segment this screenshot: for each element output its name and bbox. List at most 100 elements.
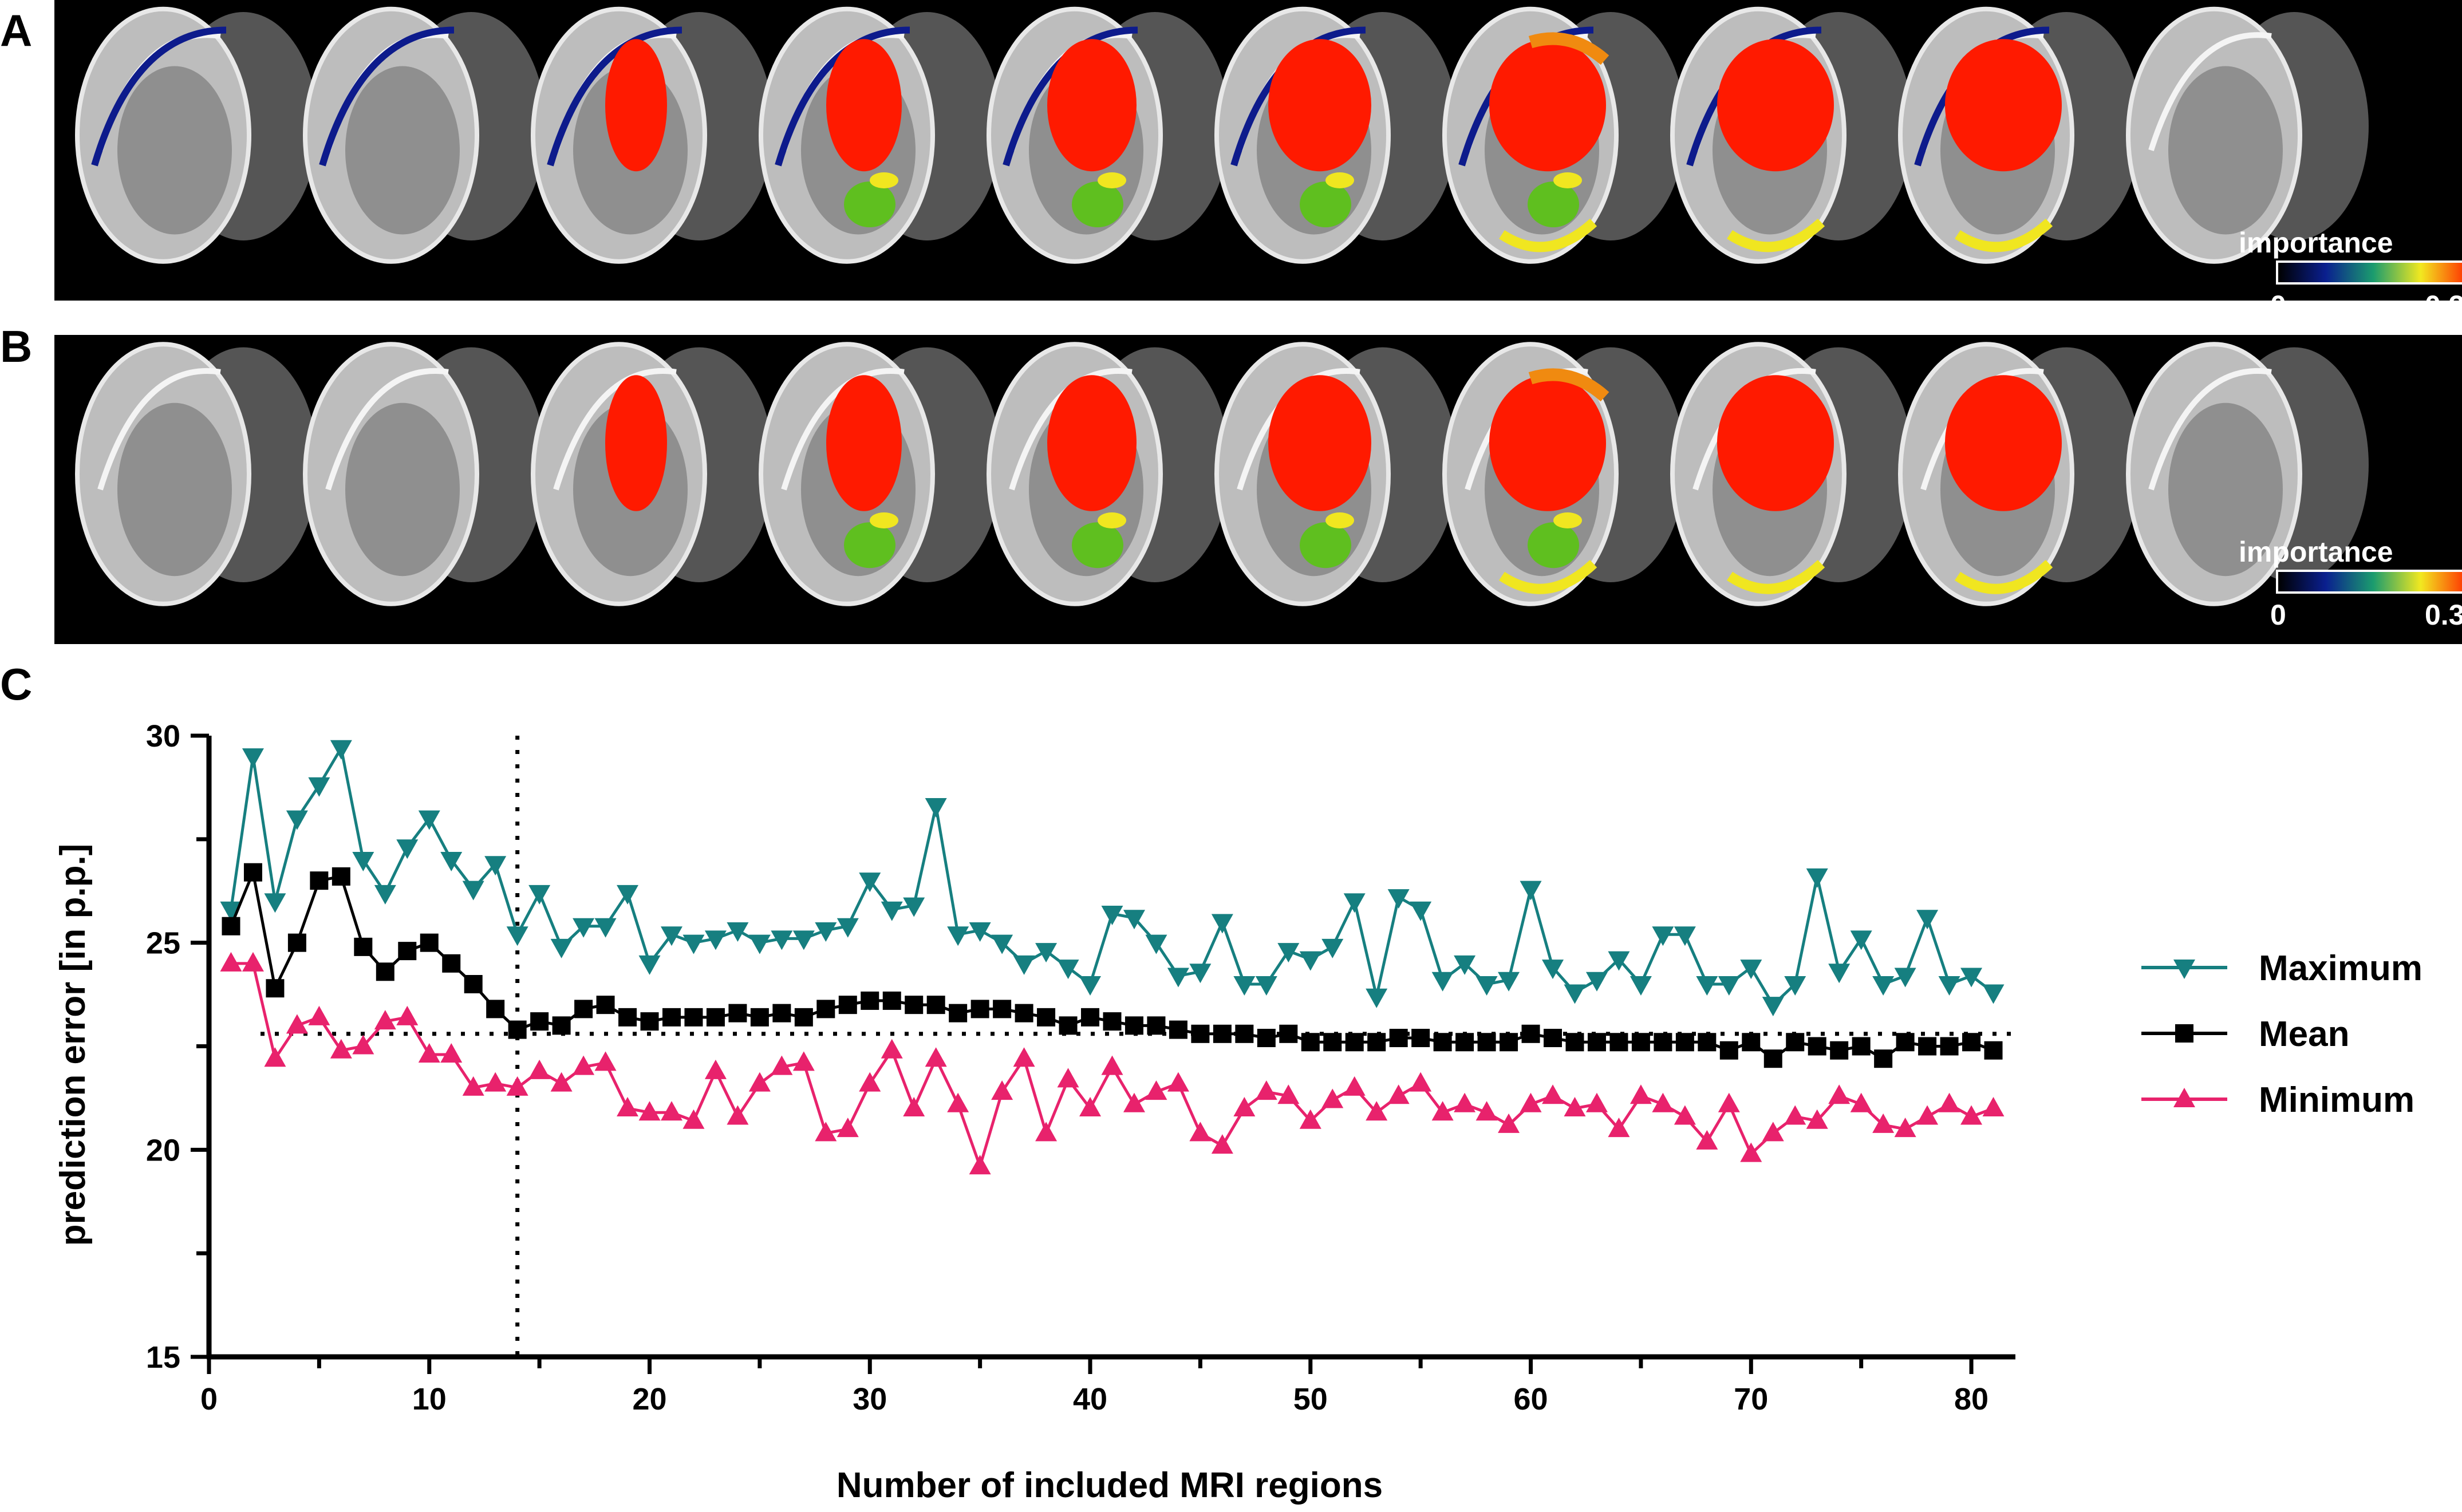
data-point [1301, 1033, 1320, 1052]
data-point [1982, 984, 2005, 1004]
brain-slice [1442, 6, 1685, 264]
data-point [727, 1105, 749, 1125]
data-point [1696, 976, 1718, 996]
data-point [1343, 1076, 1366, 1096]
data-point [1255, 976, 1277, 996]
data-point [970, 1000, 989, 1018]
data-point [440, 1043, 463, 1063]
data-point [506, 926, 528, 946]
data-point [837, 918, 859, 938]
data-point [1542, 960, 1564, 980]
data-point [617, 885, 639, 905]
data-point [816, 1000, 835, 1018]
data-point [881, 1039, 903, 1059]
data-point [1103, 1012, 1122, 1031]
x-tick-label: 40 [1073, 1382, 1107, 1416]
data-point [748, 934, 771, 954]
data-point [1806, 868, 1828, 888]
data-point [442, 954, 461, 973]
data-point [528, 1059, 551, 1079]
data-point [1674, 1105, 1696, 1125]
data-point [748, 1072, 771, 1092]
data-point [617, 1097, 639, 1116]
data-point [508, 1020, 527, 1039]
data-point [859, 1072, 881, 1092]
data-point [308, 777, 330, 797]
data-point [1719, 1041, 1738, 1060]
series-line [230, 744, 1995, 1008]
data-point [926, 996, 945, 1014]
data-point [1411, 1029, 1430, 1048]
brain-slice [987, 342, 1229, 606]
data-point [882, 991, 901, 1010]
data-point [771, 930, 793, 950]
data-point [1674, 926, 1696, 946]
data-point [1698, 1033, 1717, 1052]
data-point [1081, 1008, 1100, 1027]
data-point [264, 1047, 286, 1067]
legend-item-minimum: Minimum [2141, 1080, 2414, 1120]
data-point [1872, 976, 1895, 996]
data-point [1279, 1024, 1298, 1043]
data-point [374, 885, 396, 905]
data-point [640, 1012, 659, 1031]
legend-label: Maximum [2259, 949, 2422, 988]
data-point [420, 933, 439, 952]
brain-strip-a: importance 0 0.3 [54, 0, 2462, 301]
data-point [1498, 1113, 1520, 1133]
data-point [815, 922, 837, 942]
data-point [1520, 1092, 1542, 1112]
data-point [1608, 951, 1630, 971]
data-point [947, 926, 969, 946]
data-point [1830, 1041, 1849, 1060]
data-point [1387, 1084, 1410, 1104]
data-point [242, 748, 264, 768]
data-point [1675, 1033, 1694, 1052]
data-point [1940, 1037, 1959, 1056]
y-tick-label: 20 [146, 1133, 180, 1167]
data-point [418, 810, 440, 830]
data-point [1059, 1016, 1078, 1035]
legend-label: Minimum [2259, 1080, 2414, 1120]
colorbar-label-a: importance [2239, 227, 2393, 259]
data-point [374, 1010, 396, 1030]
data-point [1718, 1092, 1740, 1112]
data-point [1167, 1072, 1189, 1092]
data-point [1718, 976, 1740, 996]
data-point [881, 901, 903, 921]
data-point [1145, 1080, 1167, 1100]
data-point [506, 1076, 528, 1096]
data-point [1387, 889, 1410, 909]
data-point [947, 1092, 969, 1112]
data-point [1277, 1084, 1300, 1104]
data-point [1013, 1047, 1035, 1067]
x-tick-label: 70 [1734, 1382, 1768, 1416]
data-point [1498, 972, 1520, 992]
data-point [573, 1055, 595, 1075]
brain-slice [2126, 342, 2369, 606]
data-point [1431, 972, 1454, 992]
data-point [1079, 976, 1102, 996]
data-point [682, 1109, 705, 1129]
data-point [1431, 1101, 1454, 1121]
legend-label: Mean [2259, 1014, 2349, 1054]
data-point [1410, 901, 1432, 921]
data-point [464, 975, 483, 993]
panel-label-c: C [0, 659, 33, 709]
brain-slice [1214, 6, 1457, 264]
data-point [1850, 930, 1872, 950]
data-point [1255, 1080, 1277, 1100]
data-point [1321, 1088, 1344, 1108]
data-point [418, 1043, 440, 1063]
data-point [1585, 1092, 1608, 1112]
data-point [1389, 1029, 1408, 1048]
data-point [1896, 1033, 1915, 1052]
data-point [530, 1012, 549, 1031]
data-point [1035, 943, 1058, 963]
data-point [660, 1101, 682, 1121]
data-point [638, 1101, 661, 1121]
data-point [1762, 1122, 1784, 1142]
brain-slice [759, 6, 1001, 264]
data-point [969, 922, 991, 942]
data-point [550, 1072, 573, 1092]
